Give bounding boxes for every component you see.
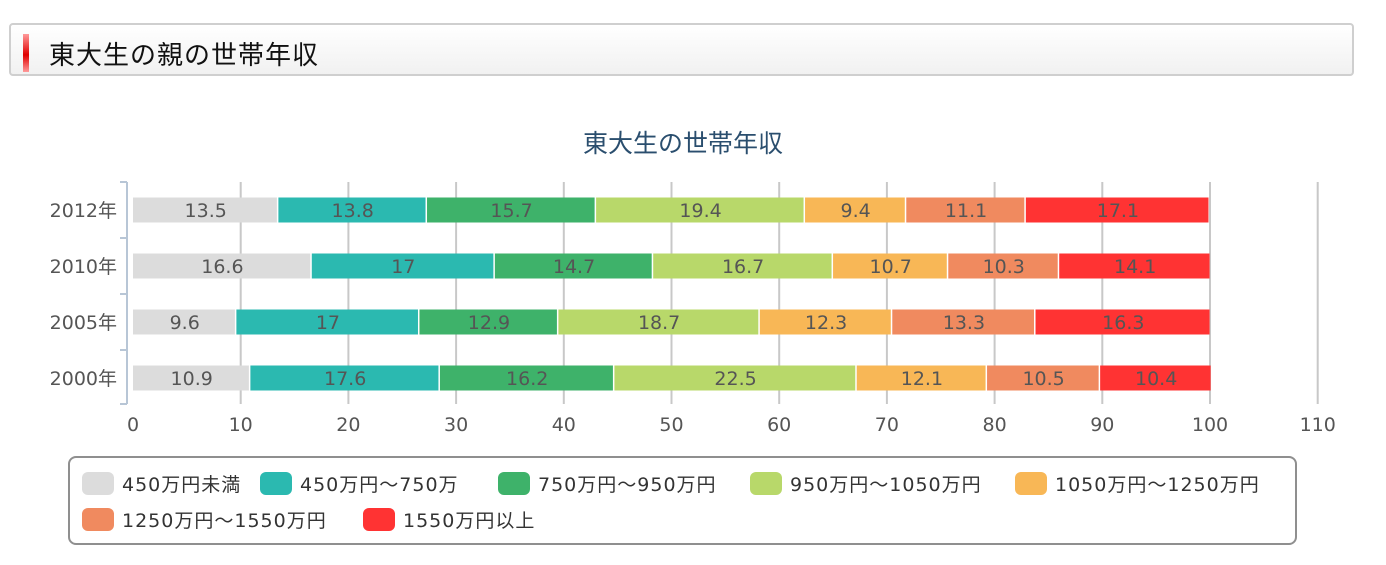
x-tick-label: 100 (1192, 414, 1228, 436)
bar-value-label: 13.5 (185, 200, 227, 222)
legend-item[interactable]: 1550万円以上 (363, 506, 535, 532)
x-tick-label: 70 (875, 414, 899, 436)
bar-segment (236, 309, 418, 335)
bar-segment (856, 365, 986, 391)
legend-item[interactable]: 750万円～950万円 (498, 470, 717, 496)
bar-segment (614, 365, 856, 391)
bar-value-label: 10.9 (171, 368, 213, 390)
category-label: 2005年 (50, 312, 117, 334)
legend-swatch (1015, 471, 1047, 495)
bar-segment (133, 197, 277, 223)
section-title: 東大生の親の世帯年収 (49, 41, 320, 71)
bar-value-label: 16.2 (506, 368, 548, 390)
bar-value-label: 10.7 (870, 256, 912, 278)
chart-svg: 東大生の世帯年収 13.5 13.8 15.7 19.4 9.4 11.1 17.1 2012年… (50, 129, 1336, 436)
bar-value-label: 12.3 (805, 312, 847, 334)
bar-segment (892, 309, 1035, 335)
legend-label: 950万円～1050万円 (790, 473, 982, 496)
x-tick-label: 80 (983, 414, 1007, 436)
x-tick-label: 0 (127, 414, 139, 436)
x-tick-label: 40 (552, 414, 576, 436)
legend-label: 450万円～750万 (300, 473, 459, 496)
bar-segment (906, 197, 1025, 223)
bar-value-label: 17.6 (324, 368, 366, 390)
bar-value-label: 14.7 (553, 256, 595, 278)
bar-segment (133, 365, 249, 391)
x-tick-label: 30 (444, 414, 468, 436)
bar-value-label: 10.5 (1022, 368, 1064, 390)
bar-segment (558, 309, 759, 335)
section-header: 東大生の親の世帯年収 (9, 23, 1354, 76)
category-label: 2000年 (50, 368, 117, 390)
bar-value-label: 9.6 (170, 312, 200, 334)
legend-item[interactable]: 450万円未満 (82, 470, 241, 496)
legend-swatch (750, 471, 782, 495)
bar-value-label: 17 (316, 312, 340, 334)
chart-title: 東大生の世帯年収 (583, 129, 783, 158)
bar-segment (278, 197, 426, 223)
x-tick-label: 60 (767, 414, 791, 436)
bar-segment (494, 253, 652, 279)
bar-value-label: 18.7 (638, 312, 680, 334)
category-label: 2010年 (50, 256, 117, 278)
bar-value-label: 16.6 (201, 256, 243, 278)
bar-segment (948, 253, 1058, 279)
bar-value-label: 9.4 (841, 200, 871, 222)
bar-segment (133, 253, 311, 279)
legend-swatch (363, 507, 395, 531)
bar-value-label: 14.1 (1114, 256, 1156, 278)
legend-label: 1050万円～1250万円 (1055, 473, 1260, 496)
x-tick-label: 10 (229, 414, 253, 436)
bar-value-label: 12.1 (901, 368, 943, 390)
bar-value-label: 13.3 (943, 312, 985, 334)
x-tick-label: 50 (659, 414, 683, 436)
bar-value-label: 22.5 (714, 368, 756, 390)
legend-swatch (82, 507, 114, 531)
legend-swatch (498, 471, 530, 495)
legend-item[interactable]: 1250万円～1550万円 (82, 506, 327, 532)
x-tick-label: 20 (336, 414, 360, 436)
legend-item[interactable]: 950万円～1050万円 (750, 470, 982, 496)
bar-value-label: 16.7 (722, 256, 764, 278)
legend-label: 1250万円～1550万円 (122, 509, 327, 532)
bar-segment (439, 365, 613, 391)
legend-label: 450万円未満 (122, 473, 242, 496)
bar-segment (1025, 197, 1209, 223)
bar-value-label: 16.3 (1102, 312, 1144, 334)
bar-segment (1059, 253, 1210, 279)
x-tick-label: 110 (1300, 414, 1336, 436)
bar-segment (419, 309, 557, 335)
chart-legend: 450万円未満 450万円～750万 750万円～950万円 950万円～1050万円… (68, 456, 1297, 545)
legend-swatch (260, 471, 292, 495)
bar-segment (427, 197, 595, 223)
bar-segment (987, 365, 1099, 391)
bar-value-label: 11.1 (945, 200, 987, 222)
bar-value-label: 10.3 (983, 256, 1025, 278)
x-tick-label: 90 (1090, 414, 1114, 436)
legend-swatch (82, 471, 114, 495)
bar-value-label: 15.7 (490, 200, 532, 222)
bar-segment (805, 197, 905, 223)
bar-segment (653, 253, 832, 279)
legend-item[interactable]: 1050万円～1250万円 (1015, 470, 1260, 496)
bar-value-label: 17 (391, 256, 415, 278)
bar-segment (311, 253, 494, 279)
category-label: 2012年 (50, 200, 117, 222)
bar-segment (1100, 365, 1211, 391)
bar-value-label: 19.4 (679, 200, 721, 222)
bar-value-label: 17.1 (1097, 200, 1139, 222)
bar-segment (833, 253, 947, 279)
bar-segment (250, 365, 439, 391)
legend-item[interactable]: 450万円～750万 (260, 470, 459, 496)
legend-label: 1550万円以上 (403, 509, 536, 532)
bar-value-label: 13.8 (332, 200, 374, 222)
bar-value-label: 10.4 (1135, 368, 1177, 390)
bar-value-label: 12.9 (468, 312, 510, 334)
header-accent-bar (23, 34, 29, 72)
bar-segment (596, 197, 804, 223)
legend-label: 750万円～950万円 (538, 473, 717, 496)
bar-segment (133, 309, 235, 335)
bar-segment (759, 309, 891, 335)
bar-segment (1035, 309, 1210, 335)
